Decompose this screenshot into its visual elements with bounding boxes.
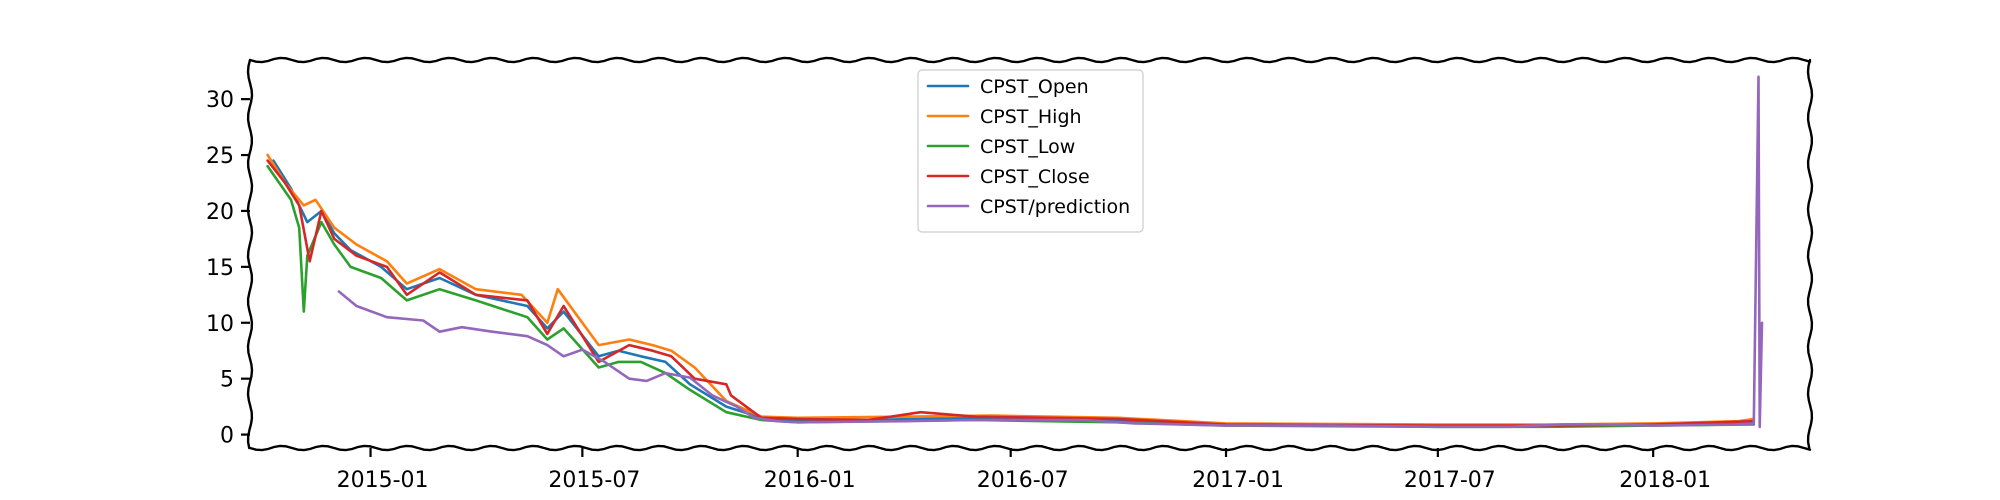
series-layer xyxy=(266,75,1764,429)
legend-label-1: CPST_High xyxy=(980,106,1082,128)
x-axis: 2015-01 2015-07 2016-01 2016-07 2017-01 2017-… xyxy=(337,448,1711,493)
x-tick-label-3: 2016-07 xyxy=(977,468,1069,493)
y-tick-label-3: 15 xyxy=(206,256,234,281)
legend-label-4: CPST/prediction xyxy=(980,196,1130,218)
x-tick-label-5: 2017-07 xyxy=(1404,468,1496,493)
frame-top xyxy=(248,56,1812,64)
plot-frame xyxy=(246,56,1814,452)
y-tick-label-5: 25 xyxy=(206,144,234,169)
y-tick-label-6: 30 xyxy=(206,88,234,113)
legend-label-2: CPST_Low xyxy=(980,136,1075,158)
y-tick-label-2: 10 xyxy=(206,312,234,337)
y-tick-label-4: 20 xyxy=(206,200,234,225)
legend-label-3: CPST_Close xyxy=(980,166,1090,188)
frame-left xyxy=(246,58,254,450)
frame-bottom xyxy=(248,444,1812,452)
legend-label-0: CPST_Open xyxy=(980,76,1089,98)
x-tick-label-0: 2015-01 xyxy=(337,468,429,493)
x-tick-label-1: 2015-07 xyxy=(548,468,640,493)
y-tick-label-1: 5 xyxy=(220,368,234,393)
y-tick-label-0: 0 xyxy=(220,424,234,449)
x-tick-label-2: 2016-01 xyxy=(764,468,856,493)
frame-right xyxy=(1806,58,1814,450)
series-line-4 xyxy=(337,75,1764,429)
legend-box xyxy=(917,69,1144,233)
x-tick-label-6: 2018-01 xyxy=(1619,468,1711,493)
series-line-3 xyxy=(266,159,1756,427)
legend: CPST_Open CPST_High CPST_Low CPST_Close CPST… xyxy=(917,69,1144,233)
y-axis: 0 5 10 15 20 25 30 xyxy=(206,88,250,449)
x-tick-label-4: 2017-01 xyxy=(1192,468,1284,493)
